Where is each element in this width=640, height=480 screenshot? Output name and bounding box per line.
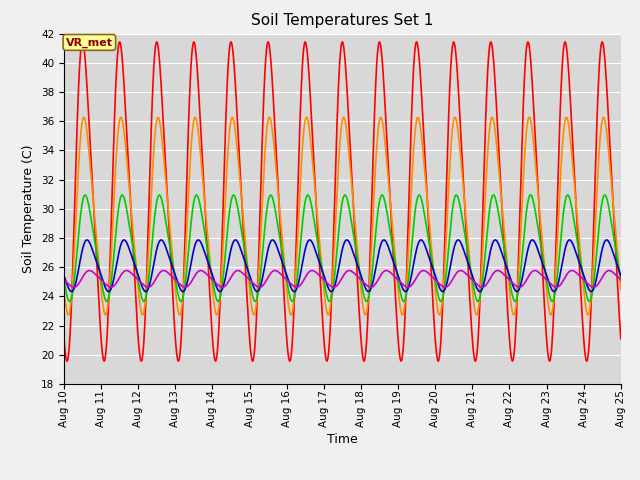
X-axis label: Time: Time (327, 432, 358, 446)
Tsoil -2cm (436, 342, 444, 348)
Tsoil -16cm (616, 271, 624, 277)
Tsoil -4cm (616, 281, 624, 287)
Tsoil -8cm (616, 274, 624, 280)
Tsoil -4cm (322, 302, 330, 308)
Tsoil -4cm (60, 286, 68, 292)
Text: VR_met: VR_met (66, 37, 113, 48)
Tsoil -32cm (436, 282, 444, 288)
Tsoil -32cm (160, 268, 168, 274)
Tsoil -2cm (60, 336, 68, 342)
Tsoil -2cm (160, 134, 168, 140)
Tsoil -4cm (160, 158, 168, 164)
Tsoil -8cm (322, 287, 330, 293)
Line: Tsoil -2cm: Tsoil -2cm (64, 42, 621, 361)
Tsoil -16cm (436, 287, 444, 293)
Tsoil -8cm (160, 208, 168, 214)
Tsoil -4cm (617, 286, 625, 292)
Tsoil -4cm (468, 276, 476, 282)
Line: Tsoil -32cm: Tsoil -32cm (64, 271, 621, 287)
Tsoil -4cm (377, 114, 385, 120)
Tsoil -2cm (616, 329, 624, 335)
Tsoil -16cm (499, 253, 507, 259)
Tsoil -8cm (467, 271, 475, 276)
Tsoil -16cm (617, 273, 625, 278)
Tsoil -16cm (468, 270, 476, 276)
Line: Tsoil -4cm: Tsoil -4cm (64, 117, 621, 315)
Tsoil -8cm (617, 277, 625, 283)
Tsoil -8cm (474, 299, 482, 304)
Tsoil -8cm (415, 192, 423, 198)
Tsoil -32cm (467, 276, 475, 281)
Tsoil -16cm (83, 237, 91, 243)
Tsoil -16cm (142, 288, 150, 294)
Tsoil -8cm (436, 299, 444, 304)
Line: Tsoil -8cm: Tsoil -8cm (64, 195, 621, 301)
Tsoil -4cm (499, 214, 507, 219)
Tsoil -8cm (499, 238, 507, 243)
Tsoil -16cm (322, 279, 330, 285)
Tsoil -32cm (499, 271, 507, 276)
Tsoil -2cm (468, 323, 476, 328)
Tsoil -8cm (60, 277, 68, 283)
Tsoil -32cm (322, 278, 330, 284)
Tsoil -2cm (499, 223, 507, 228)
Tsoil -32cm (60, 277, 68, 283)
Tsoil -2cm (360, 358, 368, 364)
Title: Soil Temperatures Set 1: Soil Temperatures Set 1 (252, 13, 433, 28)
Line: Tsoil -16cm: Tsoil -16cm (64, 240, 621, 291)
Tsoil -2cm (339, 39, 346, 45)
Tsoil -32cm (617, 277, 625, 283)
Tsoil -32cm (515, 284, 523, 290)
Tsoil -32cm (494, 268, 502, 274)
Tsoil -2cm (322, 354, 330, 360)
Tsoil -32cm (616, 276, 624, 282)
Y-axis label: Soil Temperature (C): Soil Temperature (C) (22, 144, 35, 273)
Tsoil -4cm (399, 312, 406, 318)
Tsoil -16cm (60, 273, 68, 278)
Tsoil -4cm (436, 310, 444, 316)
Tsoil -16cm (161, 241, 168, 247)
Tsoil -2cm (617, 336, 625, 342)
